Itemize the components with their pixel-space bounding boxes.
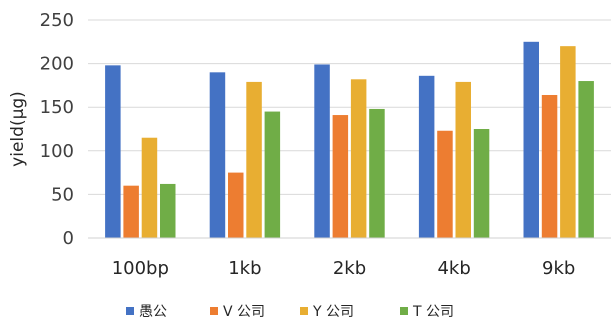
bar-9kb-series-2 bbox=[541, 94, 558, 238]
legend-swatch bbox=[126, 307, 134, 315]
x-category-label: 1kb bbox=[228, 258, 261, 279]
bar-100bp-series-4 bbox=[160, 183, 176, 238]
x-category-label: 9kb bbox=[542, 258, 575, 279]
y-tick-label: 250 bbox=[40, 10, 74, 31]
y-tick-label: 150 bbox=[40, 97, 74, 118]
y-tick-label: 200 bbox=[40, 54, 74, 75]
bar-4kb-series-4 bbox=[473, 129, 490, 238]
bar-1kb-series-4 bbox=[264, 111, 281, 238]
bar-4kb-series-1 bbox=[418, 75, 435, 238]
y-tick-label: 50 bbox=[51, 184, 74, 205]
x-category-label: 4kb bbox=[437, 258, 470, 279]
y-axis-label: yield(μg) bbox=[8, 91, 28, 167]
legend-label: 愚公 bbox=[139, 304, 167, 320]
legend: 愚公 V 公司 Y 公司 T 公司 bbox=[126, 304, 454, 320]
bar-9kb-series-3 bbox=[560, 46, 576, 238]
x-axis-categories: 100bp 1kb 2kb 4kb 9kb bbox=[112, 258, 576, 279]
legend-label: Y 公司 bbox=[312, 304, 354, 320]
bars bbox=[105, 41, 594, 239]
y-tick-label: 100 bbox=[40, 141, 74, 162]
bar-100bp-series-1 bbox=[105, 65, 121, 239]
legend-swatch bbox=[300, 307, 308, 315]
x-category-label: 2kb bbox=[333, 258, 366, 279]
bar-1kb-series-3 bbox=[246, 81, 262, 238]
x-category-label: 100bp bbox=[112, 258, 169, 279]
bar-100bp-series-3 bbox=[141, 137, 158, 238]
y-tick-label: 0 bbox=[63, 228, 74, 249]
y-axis-ticks: 0 50 100 150 200 250 bbox=[40, 10, 74, 249]
bar-2kb-series-1 bbox=[314, 64, 330, 238]
bar-9kb-series-4 bbox=[578, 81, 594, 238]
legend-swatch bbox=[400, 307, 408, 315]
bar-9kb-series-1 bbox=[523, 41, 539, 238]
bar-2kb-series-2 bbox=[332, 115, 349, 238]
bar-1kb-series-2 bbox=[228, 172, 244, 238]
legend-label: V 公司 bbox=[223, 304, 265, 320]
bar-4kb-series-3 bbox=[455, 81, 471, 238]
legend-label: T 公司 bbox=[412, 304, 454, 320]
bar-100bp-series-2 bbox=[123, 185, 139, 238]
legend-swatch bbox=[210, 307, 218, 315]
bar-4kb-series-2 bbox=[437, 130, 453, 238]
bar-2kb-series-3 bbox=[350, 79, 367, 239]
bar-1kb-series-1 bbox=[209, 72, 226, 238]
bar-2kb-series-4 bbox=[369, 108, 385, 238]
